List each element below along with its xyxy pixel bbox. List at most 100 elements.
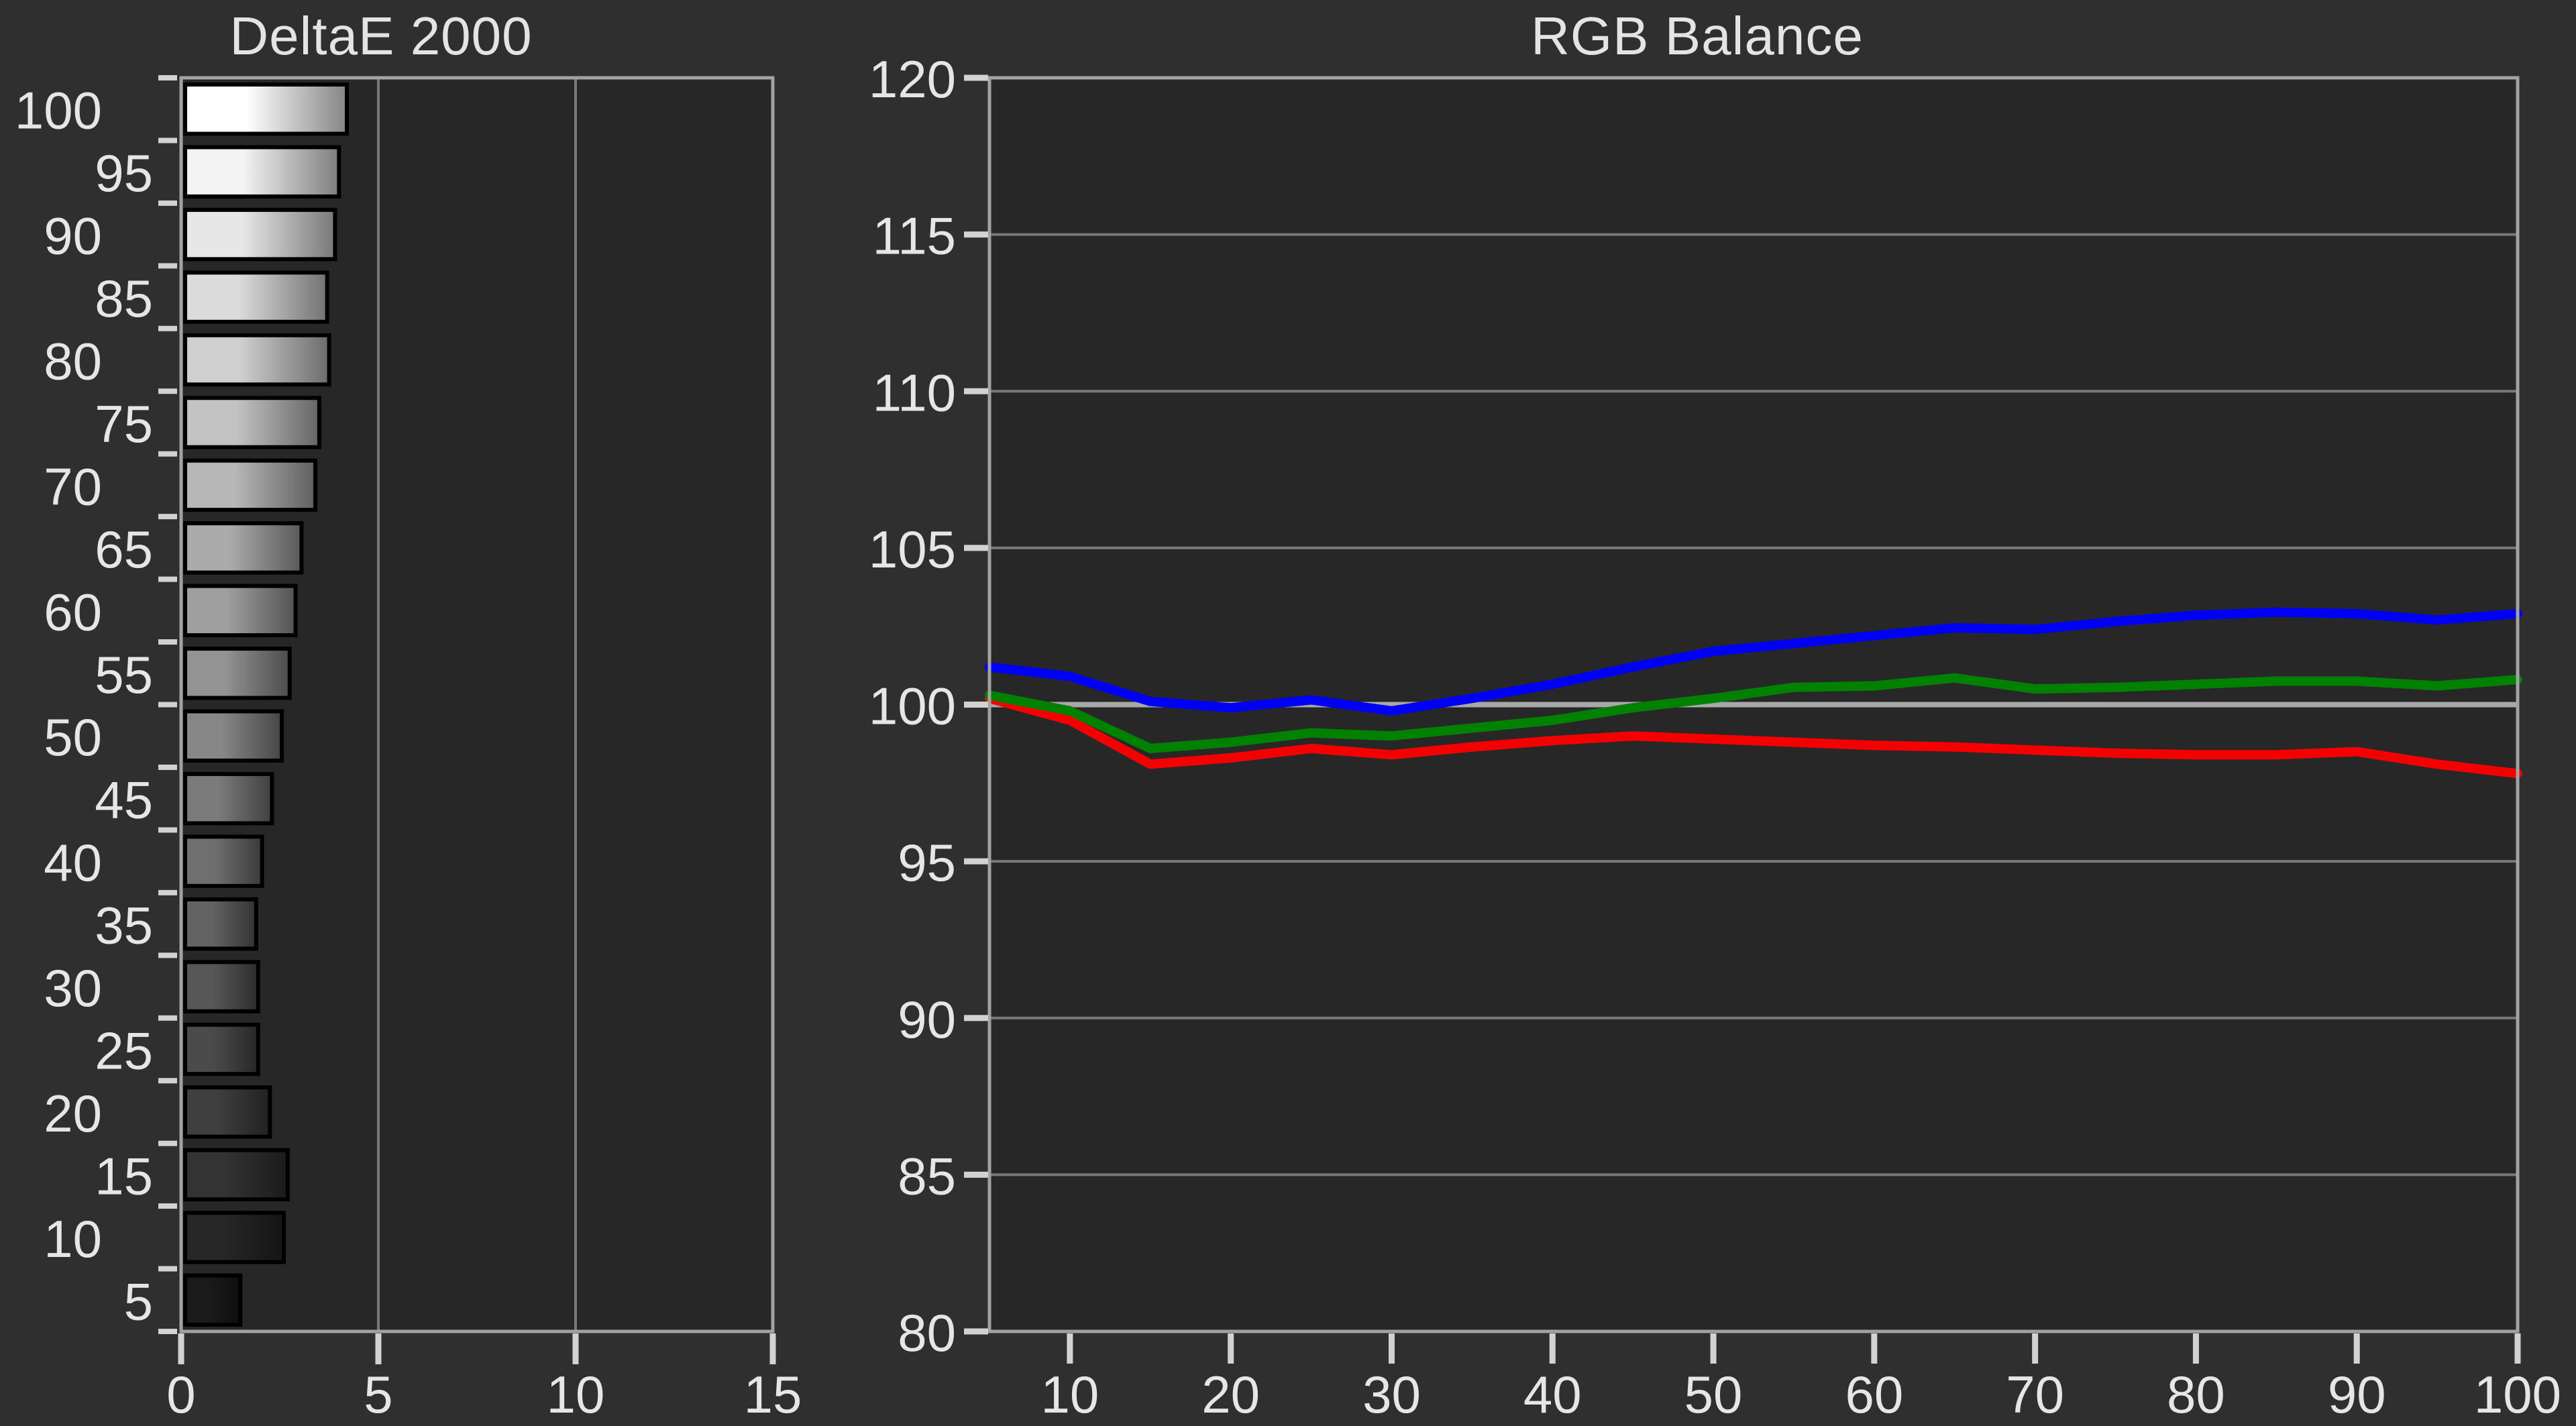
deltae-2000-chart: 1009590858075706560555045403530252015105… bbox=[15, 75, 802, 1424]
deltae-y-axis-label: 65 bbox=[95, 520, 153, 579]
rgb-y-axis-label: 120 bbox=[869, 50, 956, 109]
rgb-y-axis-label: 80 bbox=[898, 1303, 956, 1362]
deltae-y-axis-label: 60 bbox=[44, 582, 102, 641]
rgb-y-tick bbox=[964, 388, 988, 394]
deltae-chart-title: DeltaE 2000 bbox=[229, 6, 533, 66]
deltae-bar-70 bbox=[183, 458, 318, 512]
deltae-y-axis-label: 85 bbox=[95, 269, 153, 328]
deltae-bar-80 bbox=[183, 333, 331, 387]
rgb-x-axis-label: 80 bbox=[2167, 1365, 2225, 1424]
rgb-balance-chart-title: RGB Balance bbox=[1531, 6, 1864, 66]
deltae-y-axis-label: 25 bbox=[95, 1021, 153, 1080]
rgb-x-axis-label: 60 bbox=[1845, 1365, 1903, 1424]
deltae-y-axis-label: 15 bbox=[95, 1146, 153, 1205]
deltae-y-axis-label: 75 bbox=[95, 394, 153, 453]
deltae-x-axis-label: 0 bbox=[166, 1365, 195, 1424]
deltae-bar-45 bbox=[183, 771, 274, 826]
deltae-bar-35 bbox=[183, 897, 258, 951]
rgb-y-axis-label: 90 bbox=[898, 990, 956, 1049]
deltae-bar-90 bbox=[183, 207, 337, 262]
deltae-y-tick bbox=[158, 388, 177, 394]
deltae-y-tick bbox=[158, 263, 177, 269]
deltae-y-tick bbox=[158, 827, 177, 833]
deltae-y-axis-label: 70 bbox=[44, 457, 102, 516]
deltae-bar-65 bbox=[183, 521, 304, 575]
deltae-y-tick bbox=[158, 138, 177, 144]
rgb-x-tick bbox=[1228, 1333, 1234, 1364]
deltae-bar-40 bbox=[183, 834, 264, 888]
deltae-y-axis-label: 55 bbox=[95, 645, 153, 704]
rgb-x-tick bbox=[1871, 1333, 1878, 1364]
deltae-y-tick bbox=[158, 702, 177, 708]
rgb-y-tick bbox=[964, 702, 988, 708]
rgb-x-axis-label: 50 bbox=[1684, 1365, 1743, 1424]
deltae-bar-10 bbox=[183, 1211, 286, 1264]
rgb-x-tick bbox=[1388, 1333, 1395, 1364]
deltae-bar-60 bbox=[183, 584, 298, 638]
deltae-x-tick bbox=[769, 1333, 776, 1364]
deltae-x-axis-label: 5 bbox=[364, 1365, 392, 1424]
deltae-bar-5 bbox=[183, 1273, 243, 1327]
rgb-y-axis-label: 110 bbox=[873, 363, 956, 422]
rgb-x-tick bbox=[1710, 1333, 1717, 1364]
rgb-x-axis-label: 100 bbox=[2474, 1365, 2561, 1424]
deltae-y-axis-label: 10 bbox=[44, 1209, 102, 1268]
rgb-x-tick bbox=[2192, 1333, 2199, 1364]
deltae-y-tick bbox=[158, 325, 177, 331]
rgb-y-axis-label: 95 bbox=[898, 833, 956, 892]
deltae-frame bbox=[179, 76, 775, 1333]
series-blue-line bbox=[985, 607, 2522, 716]
deltae-y-tick bbox=[158, 1329, 177, 1334]
rgb-y-tick bbox=[964, 545, 988, 551]
deltae-x-tick bbox=[375, 1333, 382, 1364]
rgb-x-axis-label: 70 bbox=[2006, 1365, 2064, 1424]
deltae-y-tick bbox=[158, 889, 177, 895]
deltae-y-tick bbox=[158, 75, 177, 80]
deltae-x-axis-label: 15 bbox=[744, 1365, 802, 1424]
rgb-x-axis-label: 40 bbox=[1523, 1365, 1582, 1424]
deltae-plot-area bbox=[181, 78, 773, 1331]
rgb-y-axis-label: 115 bbox=[873, 207, 956, 266]
rgb-x-axis-label: 90 bbox=[2328, 1365, 2386, 1424]
deltae-y-tick bbox=[158, 1203, 177, 1209]
series-green-line bbox=[985, 673, 2522, 753]
rgb-x-tick bbox=[2514, 1333, 2521, 1364]
deltae-y-tick bbox=[158, 1140, 177, 1146]
rgb-x-tick bbox=[1067, 1333, 1073, 1364]
rgb-y-tick bbox=[964, 231, 988, 238]
deltae-x-tick bbox=[178, 1333, 184, 1364]
deltae-y-axis-label: 30 bbox=[44, 958, 102, 1018]
deltae-x-axis-label: 10 bbox=[547, 1365, 605, 1424]
deltae-bar-85 bbox=[183, 270, 329, 324]
deltae-y-tick bbox=[158, 200, 177, 206]
deltae-bar-30 bbox=[183, 960, 260, 1013]
rgb-y-tick bbox=[964, 1015, 988, 1022]
rgb-x-axis-label: 10 bbox=[1041, 1365, 1099, 1424]
deltae-bar-50 bbox=[183, 709, 284, 763]
deltae-bar-95 bbox=[183, 145, 341, 199]
deltae-bar-75 bbox=[183, 396, 321, 449]
rgb-y-tick bbox=[964, 858, 988, 865]
deltae-bar-100 bbox=[183, 83, 350, 136]
deltae-y-axis-label: 95 bbox=[95, 144, 153, 203]
rgb-y-tick bbox=[964, 1171, 988, 1178]
rgb-x-tick bbox=[2353, 1333, 2360, 1364]
rgb-y-axis-label: 105 bbox=[869, 520, 956, 579]
deltae-y-tick bbox=[158, 639, 177, 645]
series-red-line bbox=[985, 694, 2522, 779]
deltae-bar-55 bbox=[183, 647, 292, 700]
rgb-y-axis-label: 85 bbox=[898, 1146, 956, 1205]
deltae-bar-25 bbox=[183, 1022, 260, 1077]
deltae-bar-20 bbox=[183, 1085, 272, 1139]
deltae-y-axis-label: 50 bbox=[44, 708, 102, 767]
deltae-y-tick bbox=[158, 952, 177, 958]
deltae-y-tick bbox=[158, 451, 177, 457]
rgb-balance-chart: 80 85 90 95 100 105 110 115 120 10 20 30 40 50 60 70 80 9… bbox=[869, 50, 2561, 1424]
deltae-y-axis-label: 90 bbox=[44, 207, 102, 266]
rgb-x-axis-label: 30 bbox=[1362, 1365, 1421, 1424]
deltae-y-tick bbox=[158, 1078, 177, 1084]
deltae-y-tick bbox=[158, 576, 177, 582]
deltae-y-axis-label: 45 bbox=[95, 771, 153, 830]
